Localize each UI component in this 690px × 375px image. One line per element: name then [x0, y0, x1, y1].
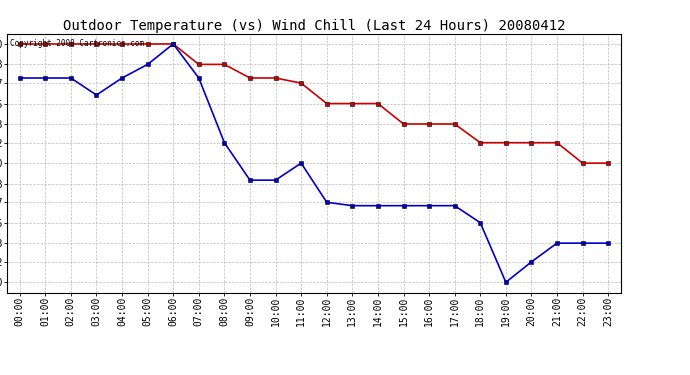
Title: Outdoor Temperature (vs) Wind Chill (Last 24 Hours) 20080412: Outdoor Temperature (vs) Wind Chill (Las…	[63, 19, 565, 33]
Text: Copyright 2008 Cartronics.com: Copyright 2008 Cartronics.com	[10, 39, 144, 48]
